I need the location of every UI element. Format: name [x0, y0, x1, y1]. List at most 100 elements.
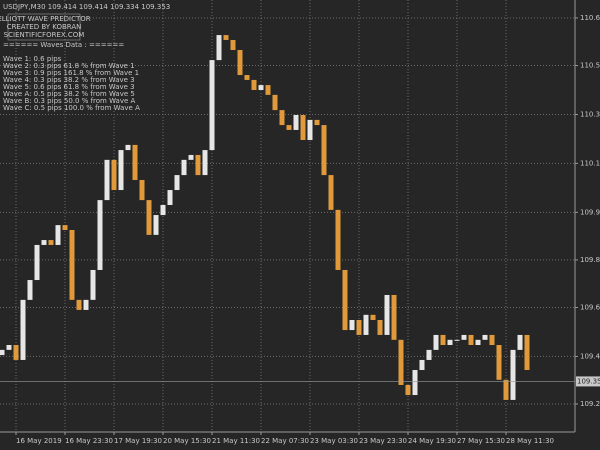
indicator-box [7, 13, 81, 41]
candle [153, 215, 159, 235]
candle [55, 225, 61, 245]
indicator-header: ELLIOTT WAVE PREDICTOR [0, 15, 91, 23]
candle [349, 319, 355, 331]
candle [419, 359, 425, 371]
candle [370, 314, 376, 320]
candle [83, 299, 89, 310]
candle [174, 175, 180, 191]
candle [76, 299, 82, 310]
candle [293, 115, 299, 130]
candle [475, 339, 481, 346]
wave-info: Wave 2: 0.3 pips 61.8 % from Wave 1 [3, 62, 135, 70]
candle [503, 379, 509, 400]
candle [454, 339, 460, 341]
candle [405, 384, 411, 396]
y-tick-label: 109.975 [580, 208, 600, 216]
candle [279, 110, 285, 126]
wave-info: Wave 5: 0.6 pips 61.8 % from Wave 3 [3, 83, 135, 91]
y-tick-label: 110.690 [580, 14, 600, 22]
candle [517, 334, 523, 350]
candle [97, 200, 103, 270]
candle [209, 60, 215, 151]
x-tick-label: 23 May 23:30 [359, 437, 407, 445]
y-tick-label: 110.335 [580, 110, 600, 118]
candle [146, 200, 152, 235]
candle [223, 35, 229, 40]
indicator-header: SCIENTIFICFOREX.COM [4, 31, 85, 39]
candle [412, 370, 418, 396]
candle [300, 115, 306, 141]
chart-title: USDJPY,M30 109.414 109.414 109.334 109.3… [3, 3, 170, 11]
candle [496, 345, 502, 380]
candle [244, 75, 250, 80]
candle [328, 175, 334, 210]
candle [20, 299, 26, 360]
candle [125, 144, 131, 151]
current-price-box [576, 376, 600, 387]
wave-info: Wave 3: 0.9 pips 161.8 % from Wave 1 [3, 69, 139, 77]
candle [272, 94, 278, 111]
candle [468, 334, 474, 346]
candle [265, 85, 271, 95]
candle [356, 319, 362, 335]
wave-info: Wave A: 0.5 pips 38.2 % from Wave 5 [3, 90, 135, 98]
candle [62, 225, 68, 231]
indicator-separator: ====== Waves Data : ====== [3, 41, 124, 49]
x-tick-label: 28 May 11:30 [506, 437, 554, 445]
candle [251, 79, 257, 90]
candle [433, 334, 439, 350]
x-tick-label: 17 May 19:30 [114, 437, 162, 445]
candle [118, 150, 124, 191]
x-tick-label: 16 May 23:30 [65, 437, 113, 445]
candle [69, 230, 75, 300]
wave-info: Wave 4: 0.3 pips 38.2 % from Wave 3 [3, 76, 135, 84]
y-tick-label: 109.270 [580, 400, 600, 408]
wave-info: Wave B: 0.3 pips 50.0 % from Wave A [3, 97, 136, 105]
candle [216, 35, 222, 61]
candle [426, 349, 432, 360]
candle [461, 334, 467, 340]
candle [195, 154, 201, 176]
candle [286, 125, 292, 130]
candle [90, 269, 96, 300]
indicator-header: CREATED BY KOBRAN [7, 23, 82, 31]
x-tick-label: 24 May 19:30 [408, 437, 456, 445]
candle [41, 240, 47, 245]
x-tick-label: 20 May 15:30 [163, 437, 211, 445]
candle [13, 345, 19, 360]
candle [482, 334, 488, 340]
candle [363, 314, 369, 335]
candle [391, 294, 397, 340]
x-tick-label: 21 May 11:30 [212, 437, 260, 445]
candle [447, 339, 453, 346]
candle [181, 159, 187, 176]
y-tick-label: 110.515 [580, 62, 600, 70]
candle [307, 119, 313, 141]
candle [377, 319, 383, 335]
candle [510, 349, 516, 400]
candle [167, 190, 173, 205]
candle [6, 345, 12, 350]
wave-info: Wave 1: 0.6 pips [3, 55, 62, 63]
candle [202, 150, 208, 176]
x-tick-label: 23 May 03:30 [310, 437, 358, 445]
current-price-label: 109.353 [577, 377, 600, 385]
candle [132, 144, 138, 180]
candle [314, 119, 320, 126]
x-tick-label: 27 May 15:30 [457, 437, 505, 445]
candle [335, 209, 341, 270]
y-tick-label: 109.625 [580, 303, 600, 311]
candle [258, 85, 264, 90]
candle [111, 159, 117, 191]
candle [524, 334, 530, 371]
candle [0, 349, 5, 356]
candle [237, 50, 243, 76]
candle [489, 334, 495, 346]
y-tick-label: 109.445 [580, 352, 600, 360]
candle [48, 240, 54, 245]
candle [384, 294, 390, 335]
y-tick-label: 109.800 [580, 256, 600, 264]
x-tick-label: 22 May 07:30 [261, 437, 309, 445]
candle [230, 39, 236, 51]
